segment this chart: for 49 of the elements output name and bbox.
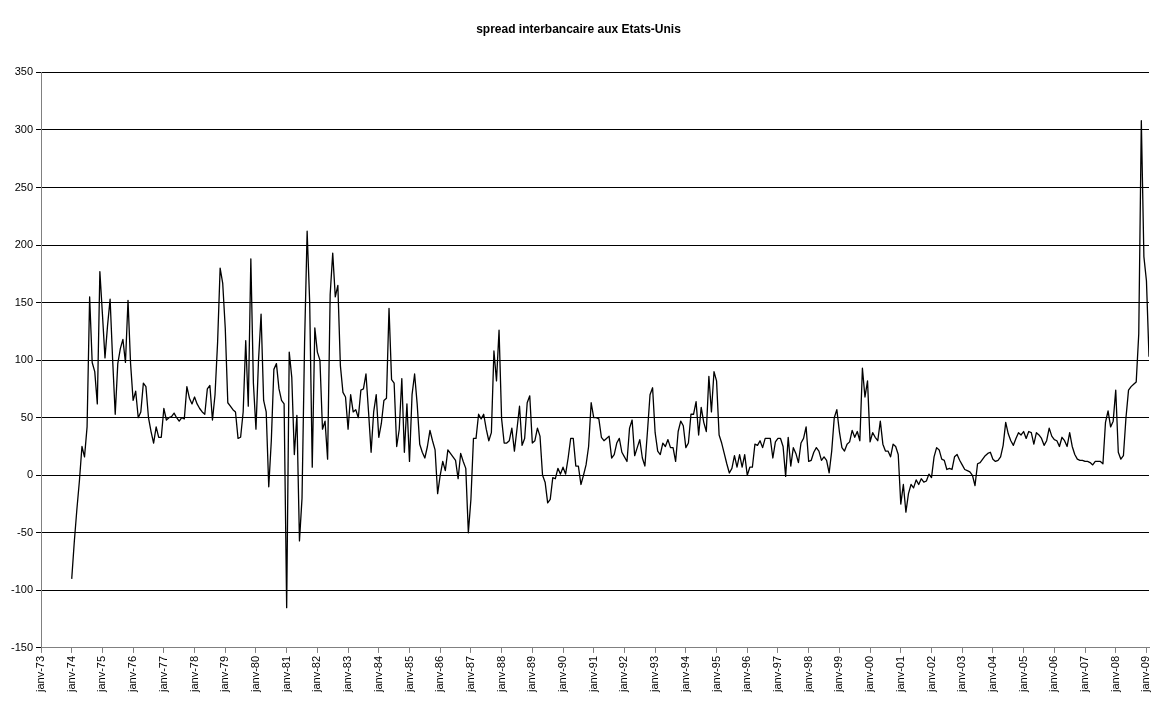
x-tick-label: janv-98 — [801, 655, 814, 693]
x-tick-label: janv-07 — [1078, 655, 1091, 693]
x-tick-label: janv-77 — [156, 655, 169, 693]
y-tick-label: 250 — [14, 180, 34, 193]
x-tick-label: janv-76 — [126, 655, 139, 693]
y-tick-label: -100 — [10, 583, 34, 596]
y-tick-label: 0 — [26, 468, 34, 481]
y-tick-label: 100 — [14, 353, 34, 366]
x-tick-label: janv-80 — [248, 655, 261, 693]
y-tick-label: 200 — [14, 238, 34, 251]
x-tick-label: janv-86 — [433, 655, 446, 693]
x-tick-label: janv-96 — [740, 655, 753, 693]
x-tick-label: janv-02 — [924, 655, 937, 693]
x-tick-label: janv-87 — [463, 655, 476, 693]
x-tick-label: janv-95 — [709, 655, 722, 693]
x-tick-label: janv-93 — [648, 655, 661, 693]
x-tick-label: janv-89 — [525, 655, 538, 693]
x-tick-label: janv-78 — [187, 655, 200, 693]
x-tick-label: janv-01 — [893, 655, 906, 693]
x-tick-label: janv-97 — [771, 655, 783, 693]
x-tick-label: janv-90 — [556, 655, 569, 693]
x-tick-label: janv-81 — [279, 655, 292, 693]
x-tick-label: janv-79 — [218, 655, 231, 693]
x-tick-label: janv-94 — [678, 655, 691, 693]
y-tick-label: -50 — [17, 525, 34, 538]
x-tick-label: janv-88 — [494, 655, 507, 693]
x-tick-label: janv-74 — [64, 655, 77, 693]
x-tick-label: janv-73 — [34, 655, 47, 693]
x-tick-label: janv-82 — [310, 655, 323, 693]
x-tick-label: janv-00 — [863, 655, 876, 693]
y-tick-label: 50 — [20, 410, 34, 423]
x-tick-label: janv-04 — [985, 655, 998, 693]
x-tick-label: janv-91 — [586, 655, 599, 693]
y-tick-label: 300 — [14, 122, 34, 135]
x-tick-label: janv-08 — [1108, 655, 1121, 693]
x-tick-label: janv-85 — [402, 655, 415, 693]
x-tick-label: janv-03 — [955, 655, 968, 693]
x-tick-label: janv-06 — [1047, 655, 1060, 693]
x-tick-label: janv-83 — [341, 655, 354, 693]
x-tick-label: janv-84 — [371, 655, 384, 693]
y-tick-label: 350 — [14, 65, 34, 78]
y-tick-label: -150 — [10, 640, 34, 653]
x-tick-label: janv-75 — [95, 655, 108, 693]
chart-title: spread interbancaire aux Etats-Unis — [476, 21, 682, 36]
x-tick-label: janv-05 — [1016, 655, 1029, 693]
x-tick-label: janv-09 — [1139, 655, 1152, 693]
x-tick-label: janv-99 — [832, 655, 845, 693]
x-tick-label: janv-92 — [617, 655, 630, 693]
y-tick-label: 150 — [14, 295, 34, 308]
